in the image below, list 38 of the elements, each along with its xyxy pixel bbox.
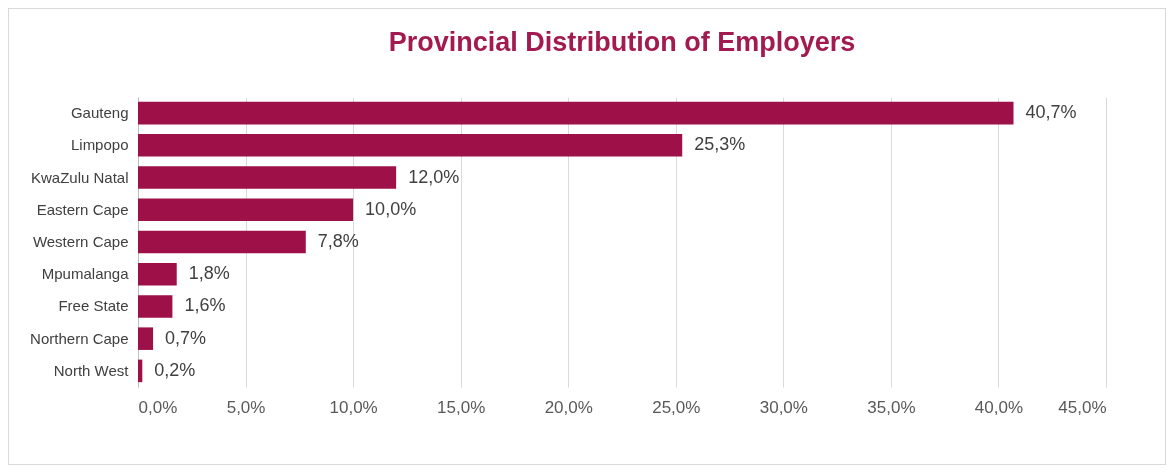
- bar: [138, 166, 397, 189]
- data-label: 0,2%: [154, 359, 196, 380]
- data-label: 1,8%: [188, 263, 230, 284]
- y-tick-label: Limpopo: [70, 136, 129, 154]
- bar: [138, 101, 1014, 125]
- data-label: 7,8%: [317, 231, 359, 251]
- x-tick-label: 20,0%: [544, 397, 593, 417]
- x-tick-label: 45,0%: [1058, 397, 1107, 417]
- y-tick-label: North West: [53, 361, 130, 379]
- x-tick-label: 40,0%: [974, 397, 1024, 417]
- x-tick-label: 30,0%: [759, 397, 808, 417]
- data-label: 1,6%: [184, 295, 226, 316]
- bar: [138, 295, 173, 318]
- bar: [138, 327, 154, 350]
- y-tick-label: Gauteng: [70, 104, 129, 122]
- data-label: 12,0%: [408, 166, 460, 187]
- bar: [138, 198, 354, 222]
- data-label: 40,7%: [1025, 102, 1077, 123]
- x-tick-label: 10,0%: [329, 397, 378, 417]
- bar: [138, 230, 306, 254]
- y-tick-label: Western Cape: [32, 233, 129, 250]
- x-tick-label: 5,0%: [226, 397, 266, 417]
- data-label: 0,7%: [165, 327, 207, 348]
- bar: [138, 262, 177, 286]
- x-tick-label: 35,0%: [867, 397, 916, 417]
- y-tick-label: Free State: [58, 297, 129, 315]
- y-tick-label: KwaZulu Natal: [30, 168, 129, 186]
- bar: [138, 359, 143, 383]
- y-tick-label: Eastern Cape: [36, 200, 129, 218]
- x-tick-label: 0,0%: [138, 397, 178, 417]
- x-tick-label: 15,0%: [437, 397, 486, 417]
- chart-title: Provincial Distribution of Employers: [388, 27, 856, 57]
- y-tick-label: Northern Cape: [30, 329, 129, 347]
- data-label: 10,0%: [365, 198, 417, 219]
- bar: [138, 134, 683, 157]
- y-tick-label: Mpumalanga: [41, 265, 130, 283]
- data-label: 25,3%: [694, 134, 746, 155]
- x-tick-label: 25,0%: [652, 397, 701, 417]
